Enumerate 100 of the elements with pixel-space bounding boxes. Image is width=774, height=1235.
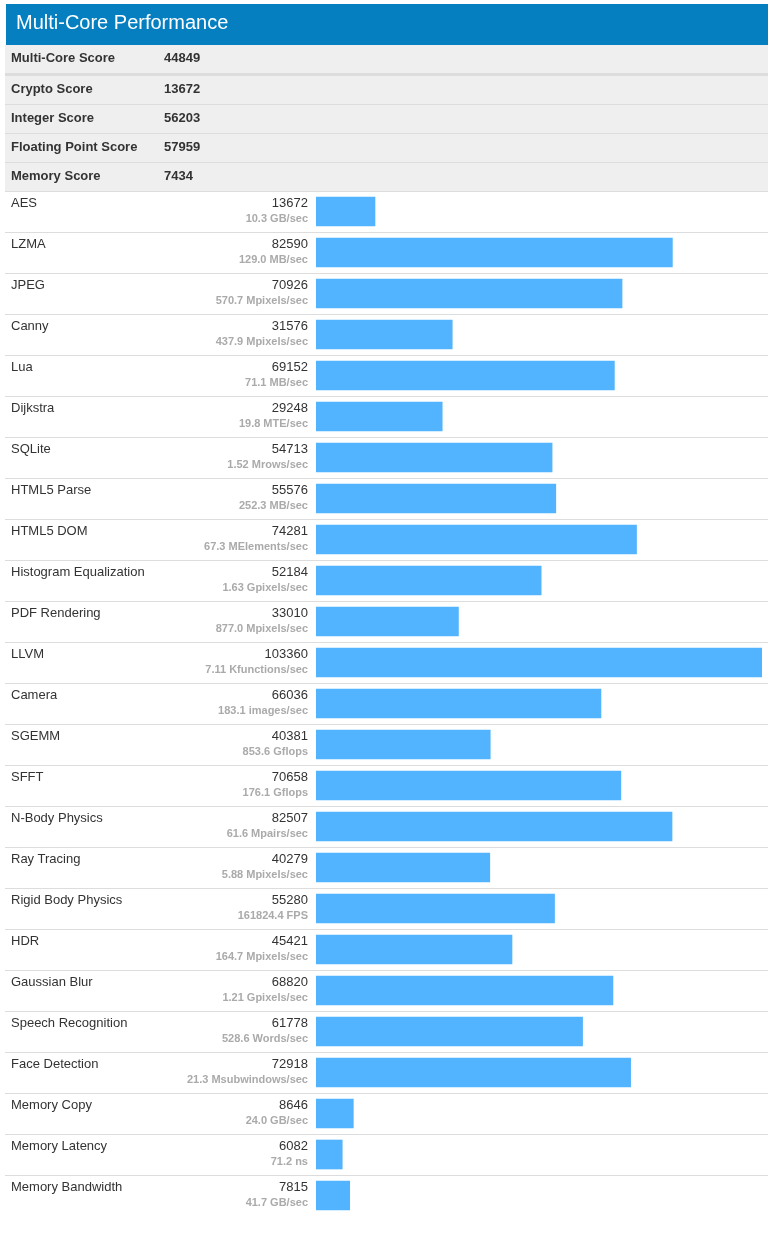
bar bbox=[316, 1139, 343, 1170]
data-label: 7434 bbox=[164, 168, 193, 184]
text: 877.0 Mpixels/sec bbox=[215, 622, 308, 634]
y-tick-label: Gaussian Blur bbox=[11, 974, 93, 989]
y-tick-label: SGEMM bbox=[11, 728, 61, 743]
text: Multi-Core Performance bbox=[16, 11, 229, 33]
text: 570.7 Mpixels/sec bbox=[215, 294, 308, 306]
text: 67.3 MElements/sec bbox=[204, 540, 308, 552]
data-label: 82590 bbox=[271, 236, 308, 251]
y-tick-label: Canny bbox=[11, 318, 49, 333]
bar bbox=[316, 237, 673, 268]
text: 10.3 GB/sec bbox=[245, 212, 308, 224]
bar bbox=[316, 278, 623, 309]
data-label: 13672 bbox=[271, 195, 308, 210]
bar bbox=[316, 196, 376, 227]
y-tick-label: Camera bbox=[11, 687, 58, 702]
text: 41.7 GB/sec bbox=[245, 1196, 308, 1208]
data-label: 45421 bbox=[271, 933, 308, 948]
category-label: Multi-Core Score bbox=[11, 50, 116, 66]
data-label: 69152 bbox=[271, 359, 308, 374]
y-tick-label: SQLite bbox=[11, 441, 51, 456]
data-label: 31576 bbox=[271, 318, 308, 333]
text: 1.52 Mrows/sec bbox=[227, 458, 308, 470]
y-tick-label: Face Detection bbox=[11, 1056, 99, 1071]
y-tick-label: Histogram Equalization bbox=[11, 564, 145, 579]
bar bbox=[316, 1016, 583, 1047]
y-tick-label: Memory Latency bbox=[11, 1138, 108, 1153]
data-label: 6082 bbox=[279, 1138, 308, 1153]
bar bbox=[316, 319, 453, 350]
y-tick-label: PDF Rendering bbox=[11, 605, 101, 620]
data-label: 55576 bbox=[271, 482, 308, 497]
y-tick-label: Dijkstra bbox=[11, 400, 55, 415]
data-label: 33010 bbox=[271, 605, 308, 620]
bar bbox=[316, 1180, 351, 1211]
bar bbox=[316, 852, 491, 883]
data-label: 66036 bbox=[271, 687, 308, 702]
data-label: 82507 bbox=[271, 810, 308, 825]
category-label: Crypto Score bbox=[11, 81, 93, 97]
bar bbox=[316, 606, 459, 637]
data-label: 56203 bbox=[164, 110, 201, 126]
text: 71.2 ns bbox=[270, 1155, 308, 1167]
bar bbox=[316, 524, 637, 555]
data-label: 52184 bbox=[271, 564, 308, 579]
data-label: 57959 bbox=[164, 139, 201, 155]
text: 183.1 images/sec bbox=[218, 704, 308, 716]
y-tick-label: Ray Tracing bbox=[11, 851, 81, 866]
bar bbox=[316, 1057, 631, 1088]
data-label: 103360 bbox=[264, 646, 308, 661]
category-label: Integer Score bbox=[11, 110, 95, 126]
bar bbox=[316, 565, 542, 596]
bar bbox=[316, 975, 614, 1006]
data-label: 40381 bbox=[271, 728, 308, 743]
y-tick-label: N-Body Physics bbox=[11, 810, 103, 825]
data-label: 68820 bbox=[271, 974, 308, 989]
data-label: 8646 bbox=[279, 1097, 308, 1112]
text: 437.9 Mpixels/sec bbox=[215, 335, 308, 347]
data-label: 29248 bbox=[271, 400, 308, 415]
y-tick-label: Speech Recognition bbox=[11, 1015, 128, 1030]
y-tick-label: Rigid Body Physics bbox=[11, 892, 123, 907]
text: 161824.4 FPS bbox=[237, 909, 308, 921]
data-label: 55280 bbox=[271, 892, 308, 907]
data-label: 72918 bbox=[271, 1056, 308, 1071]
y-tick-label: LLVM bbox=[11, 646, 44, 661]
y-tick-label: HDR bbox=[11, 933, 40, 948]
y-tick-label: Memory Bandwidth bbox=[11, 1179, 123, 1194]
category-label: Memory Score bbox=[11, 168, 101, 184]
text: 71.1 MB/sec bbox=[245, 376, 308, 388]
text: 61.6 Mpairs/sec bbox=[226, 827, 308, 839]
text: 1.21 Gpixels/sec bbox=[222, 991, 308, 1003]
data-label: 70658 bbox=[271, 769, 308, 784]
bar bbox=[316, 893, 555, 924]
bar bbox=[316, 688, 602, 719]
bar bbox=[316, 770, 622, 801]
bar bbox=[316, 401, 443, 432]
data-label: 61778 bbox=[271, 1015, 308, 1030]
text: 24.0 GB/sec bbox=[245, 1114, 308, 1126]
text: 853.6 Gflops bbox=[242, 745, 308, 757]
bar bbox=[316, 1098, 354, 1129]
y-tick-label: HTML5 DOM bbox=[11, 523, 88, 538]
y-tick-label: Memory Copy bbox=[11, 1097, 92, 1112]
text: 528.6 Words/sec bbox=[221, 1032, 308, 1044]
data-label: 70926 bbox=[271, 277, 308, 292]
text: 164.7 Mpixels/sec bbox=[215, 950, 308, 962]
data-label: 74281 bbox=[271, 523, 308, 538]
text: 176.1 Gflops bbox=[242, 786, 308, 798]
bar bbox=[316, 360, 615, 391]
y-tick-label: AES bbox=[11, 195, 38, 210]
text: 252.3 MB/sec bbox=[238, 499, 308, 511]
data-label: 13672 bbox=[164, 81, 201, 97]
y-tick-label: Lua bbox=[11, 359, 33, 374]
y-tick-label: HTML5 Parse bbox=[11, 482, 92, 497]
data-label: 40279 bbox=[271, 851, 308, 866]
data-label: 7815 bbox=[279, 1179, 308, 1194]
data-label: 44849 bbox=[164, 50, 201, 66]
bar bbox=[316, 934, 513, 965]
bar bbox=[316, 729, 491, 760]
bar bbox=[316, 811, 673, 842]
y-tick-label: JPEG bbox=[11, 277, 45, 292]
text: 7.11 Kfunctions/sec bbox=[205, 663, 308, 675]
bar bbox=[316, 442, 553, 473]
